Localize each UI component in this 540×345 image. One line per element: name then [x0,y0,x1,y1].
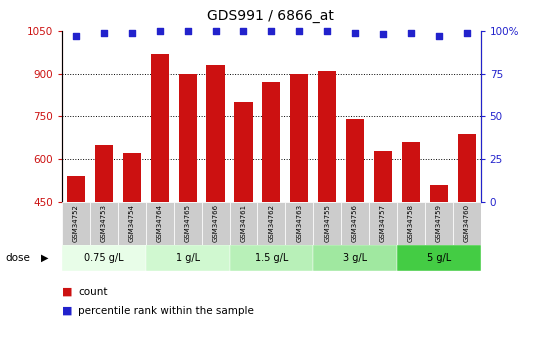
Bar [118,202,146,245]
Text: GSM34763: GSM34763 [296,204,302,243]
Text: GSM34764: GSM34764 [157,204,163,243]
Bar [285,202,313,245]
Bar [201,202,229,245]
Bar [374,151,392,202]
Point [407,30,415,36]
Bar [230,202,258,245]
Bar [67,176,85,202]
Point [156,28,164,34]
Text: GSM34762: GSM34762 [268,204,274,243]
Text: GSM34753: GSM34753 [101,204,107,243]
Bar [230,245,313,271]
Point [211,28,220,34]
Text: ■: ■ [62,287,72,296]
Bar [234,102,253,202]
Point [127,30,136,36]
Bar [346,119,364,202]
Text: GSM34766: GSM34766 [213,204,219,243]
Point [434,33,443,39]
Text: count: count [78,287,108,296]
Text: GSM34756: GSM34756 [352,204,358,243]
Bar [123,154,141,202]
Bar [90,202,118,245]
Text: 3 g/L: 3 g/L [343,253,367,263]
Text: GSM34760: GSM34760 [464,204,470,243]
Bar [174,202,201,245]
Bar [369,202,397,245]
Text: GSM34755: GSM34755 [324,205,330,242]
Bar [95,145,113,202]
Point [72,33,80,39]
Point [295,28,303,34]
Bar [151,54,169,202]
Text: GSM34761: GSM34761 [240,204,246,243]
Text: GSM34765: GSM34765 [185,204,191,243]
Bar [62,202,90,245]
Bar [318,71,336,202]
Bar [453,202,481,245]
Point [183,28,192,34]
Point [379,32,387,37]
Bar [341,202,369,245]
Bar [397,202,425,245]
Text: GSM34759: GSM34759 [436,204,442,243]
Text: ▶: ▶ [40,253,48,263]
Text: percentile rank within the sample: percentile rank within the sample [78,306,254,315]
Bar [258,202,285,245]
Text: GSM34752: GSM34752 [73,205,79,242]
Text: dose: dose [5,253,30,263]
Bar [206,65,225,202]
Text: 1.5 g/L: 1.5 g/L [255,253,288,263]
Text: GSM34758: GSM34758 [408,204,414,243]
Bar [425,202,453,245]
Point [267,28,275,34]
Bar [402,142,420,202]
Point [462,30,471,36]
Bar [179,74,197,202]
Bar [146,245,230,271]
Text: GSM34754: GSM34754 [129,205,135,242]
Bar [313,245,397,271]
Bar [146,202,174,245]
Text: 0.75 g/L: 0.75 g/L [84,253,124,263]
Bar [62,245,146,271]
Point [239,28,248,34]
Point [99,30,108,36]
Bar [313,202,341,245]
Point [323,28,332,34]
Text: ■: ■ [62,306,72,315]
Bar [457,134,476,202]
Bar [290,74,308,202]
Bar [430,185,448,202]
Point [351,30,360,36]
Text: 5 g/L: 5 g/L [427,253,451,263]
Text: GDS991 / 6866_at: GDS991 / 6866_at [207,9,333,23]
Text: 1 g/L: 1 g/L [176,253,200,263]
Text: GSM34757: GSM34757 [380,204,386,243]
Bar [397,245,481,271]
Bar [262,82,280,202]
